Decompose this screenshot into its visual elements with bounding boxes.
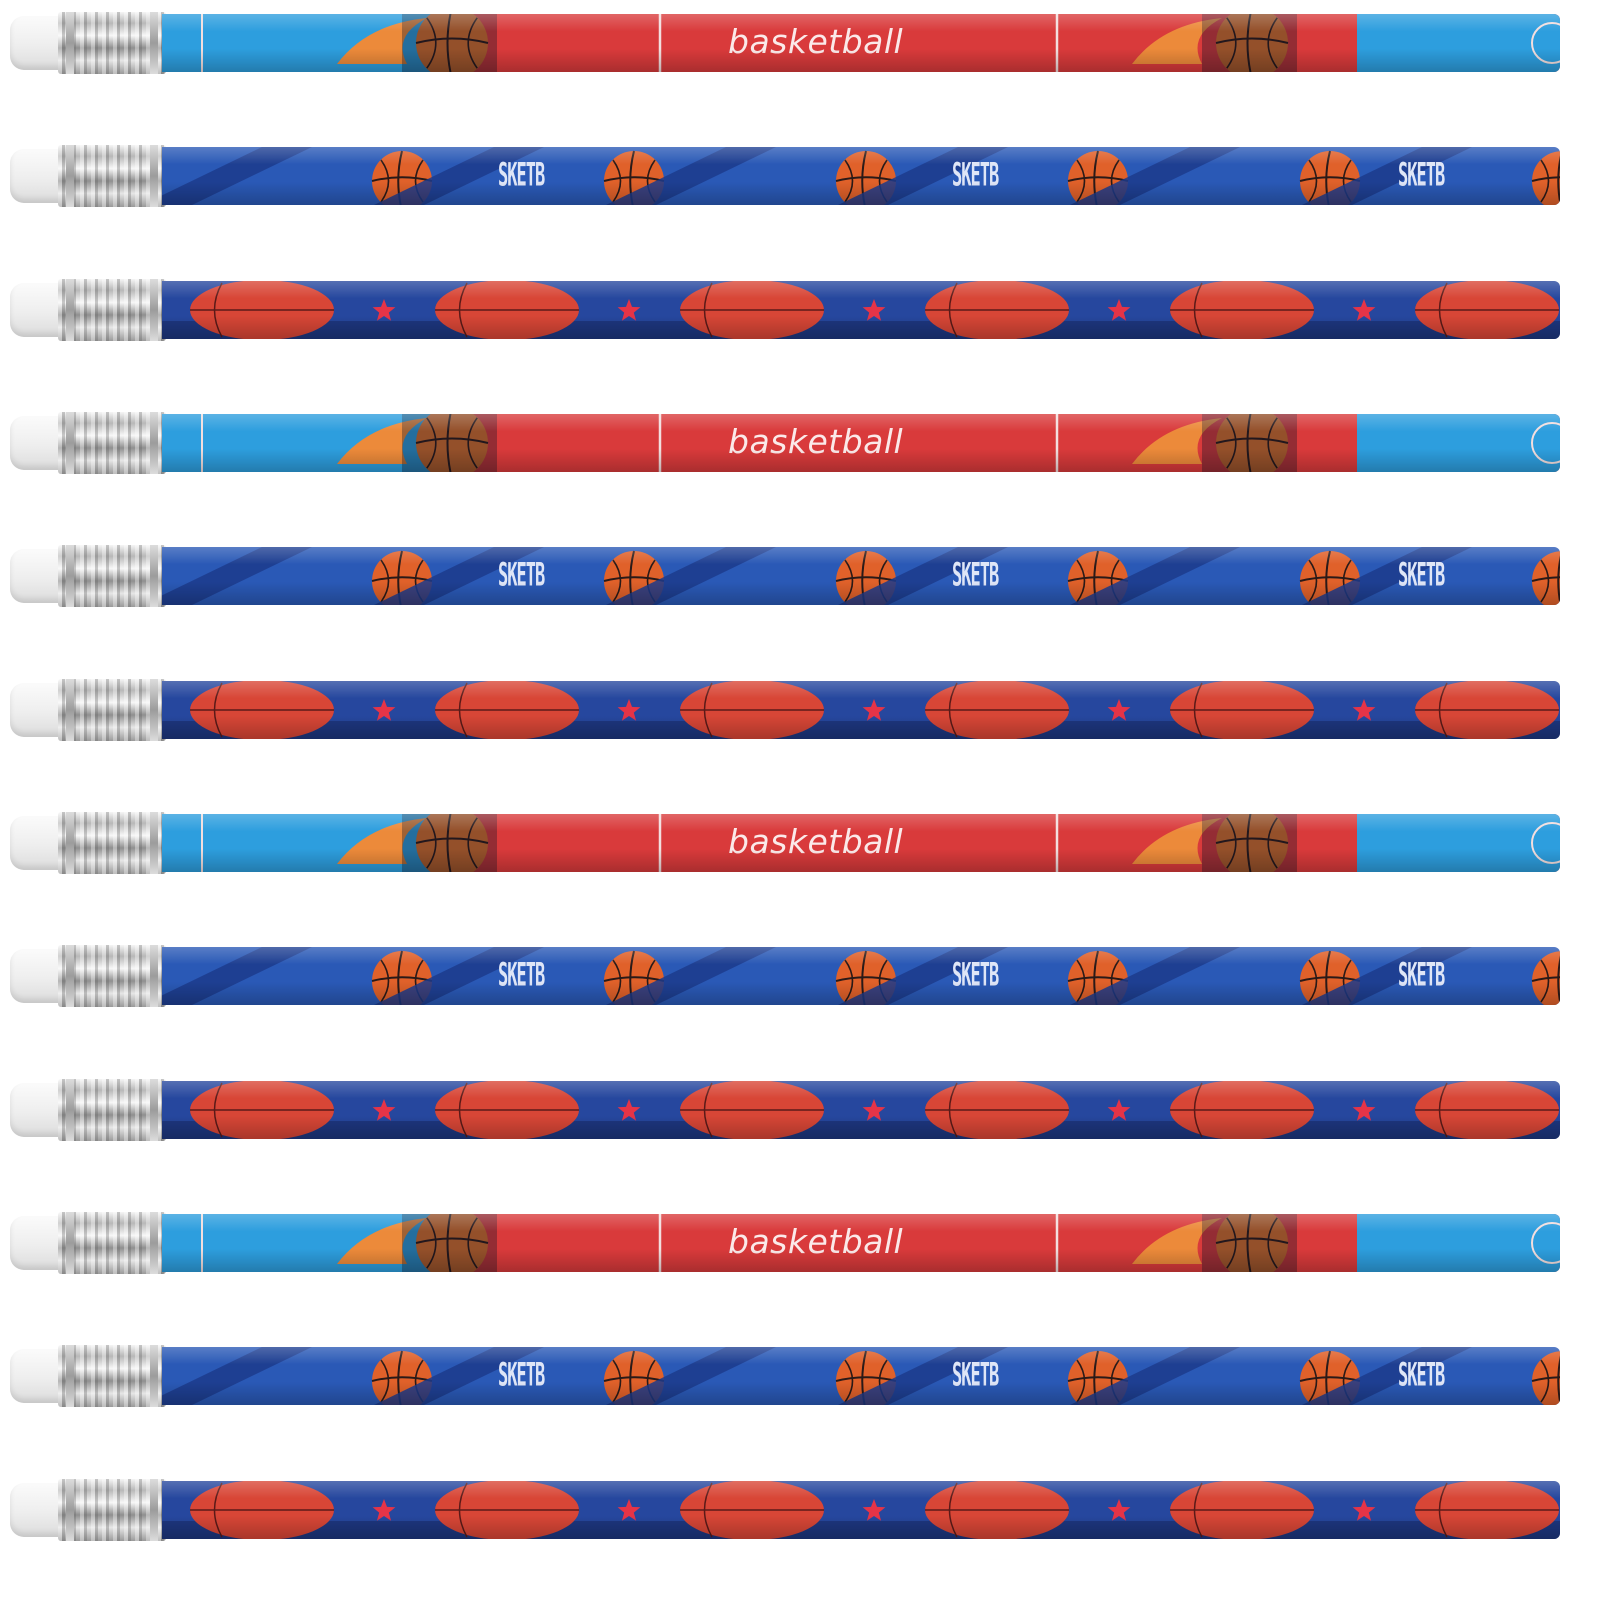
metal-ferrule [58, 812, 166, 874]
basketball-icon [1215, 1214, 1289, 1272]
basketball-label: basketball [728, 22, 904, 61]
star-icon [617, 1098, 641, 1121]
basketball-label: basketball [728, 822, 904, 861]
star-icon [372, 298, 396, 321]
court-flame-right [1132, 18, 1222, 64]
sketb-print: SKETB [952, 1357, 999, 1396]
star-icon [862, 298, 886, 321]
metal-ferrule [58, 1078, 166, 1141]
metal-ferrule [58, 145, 166, 208]
basketball-icon [415, 1214, 489, 1272]
metal-ferrule [58, 678, 166, 741]
star-icon [1107, 698, 1131, 721]
basketball-label: basketball [728, 1222, 904, 1261]
metal-ferrule [58, 1212, 166, 1274]
star-icon [1107, 1498, 1131, 1521]
court-flame-right [1132, 818, 1222, 864]
star-icon [1352, 1098, 1376, 1121]
star-icon [862, 698, 886, 721]
court-flame-right [1132, 1218, 1222, 1264]
sketb-print: SKETB [1398, 157, 1445, 196]
sketb-print: SKETB [498, 957, 545, 996]
sketb-print: SKETB [1398, 557, 1445, 596]
sketb-print: SKETB [498, 557, 545, 596]
star-icon [1352, 298, 1376, 321]
star-icon [617, 698, 641, 721]
metal-ferrule [58, 12, 166, 74]
pencil-barrel [162, 1080, 1560, 1139]
basketball-icon [415, 414, 489, 472]
star-icon [372, 1498, 396, 1521]
pencil-barrel: SKETB SKETB SKETB [162, 547, 1560, 606]
star-icon [862, 1098, 886, 1121]
pencil-barrel [162, 1480, 1560, 1539]
star-icon [1107, 298, 1131, 321]
court-flame-left [337, 418, 427, 464]
sketb-print: SKETB [952, 157, 999, 196]
basketball-icon [1215, 14, 1289, 72]
sketb-print: SKETB [1398, 1357, 1445, 1396]
basketball-icon [415, 814, 489, 872]
pencil-court: basketball [0, 1, 1600, 85]
sketb-print: SKETB [498, 157, 545, 196]
sketb-print: SKETB [1398, 957, 1445, 996]
sketb-print: SKETB [498, 1357, 545, 1396]
star-icon [372, 1098, 396, 1121]
star-icon [1352, 698, 1376, 721]
basketball-icon [1531, 1351, 1560, 1406]
star-icon [1352, 1498, 1376, 1521]
metal-ferrule [58, 412, 166, 474]
basketball-icon [415, 14, 489, 72]
pencil-court: basketball [0, 801, 1600, 885]
court-flame-right [1132, 418, 1222, 464]
star-icon [617, 298, 641, 321]
star-icon [372, 698, 396, 721]
pencil-barrel: basketball [162, 1214, 1560, 1272]
pencil-barrel [162, 280, 1560, 339]
basketball-icon [1531, 951, 1560, 1006]
metal-ferrule [58, 945, 166, 1008]
basketball-icon [1531, 551, 1560, 606]
star-icon [617, 1498, 641, 1521]
pencil-star-ball [0, 1068, 1600, 1152]
pencil-barrel: SKETB SKETB SKETB [162, 947, 1560, 1006]
pencil-barrel [162, 680, 1560, 739]
metal-ferrule [58, 1345, 166, 1408]
basketball-icon [1531, 151, 1560, 206]
pencil-star-ball [0, 1468, 1600, 1552]
basketball-icon [1215, 414, 1289, 472]
court-flame-left [337, 818, 427, 864]
pencil-barrel: basketball [162, 814, 1560, 872]
pencil-barrel: basketball [162, 414, 1560, 472]
pencil-flame-ball: SKETB SKETB SKETB [0, 934, 1600, 1018]
star-icon [1107, 1098, 1131, 1121]
pencil-star-ball [0, 668, 1600, 752]
basketball-icon [1215, 814, 1289, 872]
metal-ferrule [58, 1478, 166, 1541]
star-icon [862, 1498, 886, 1521]
pencil-flame-ball: SKETB SKETB SKETB [0, 1334, 1600, 1418]
pencil-court: basketball [0, 401, 1600, 485]
sketb-print: SKETB [952, 557, 999, 596]
pencil-flame-ball: SKETB SKETB SKETB [0, 534, 1600, 618]
sketb-print: SKETB [952, 957, 999, 996]
pencil-barrel: SKETB SKETB SKETB [162, 147, 1560, 206]
pencil-star-ball [0, 268, 1600, 352]
court-flame-left [337, 1218, 427, 1264]
basketball-label: basketball [728, 422, 904, 461]
metal-ferrule [58, 545, 166, 608]
metal-ferrule [58, 278, 166, 341]
court-flame-left [337, 18, 427, 64]
pencil-barrel: SKETB SKETB SKETB [162, 1347, 1560, 1406]
pencil-court: basketball [0, 1201, 1600, 1285]
pencil-flame-ball: SKETB SKETB SKETB [0, 134, 1600, 218]
pencil-barrel: basketball [162, 14, 1560, 72]
